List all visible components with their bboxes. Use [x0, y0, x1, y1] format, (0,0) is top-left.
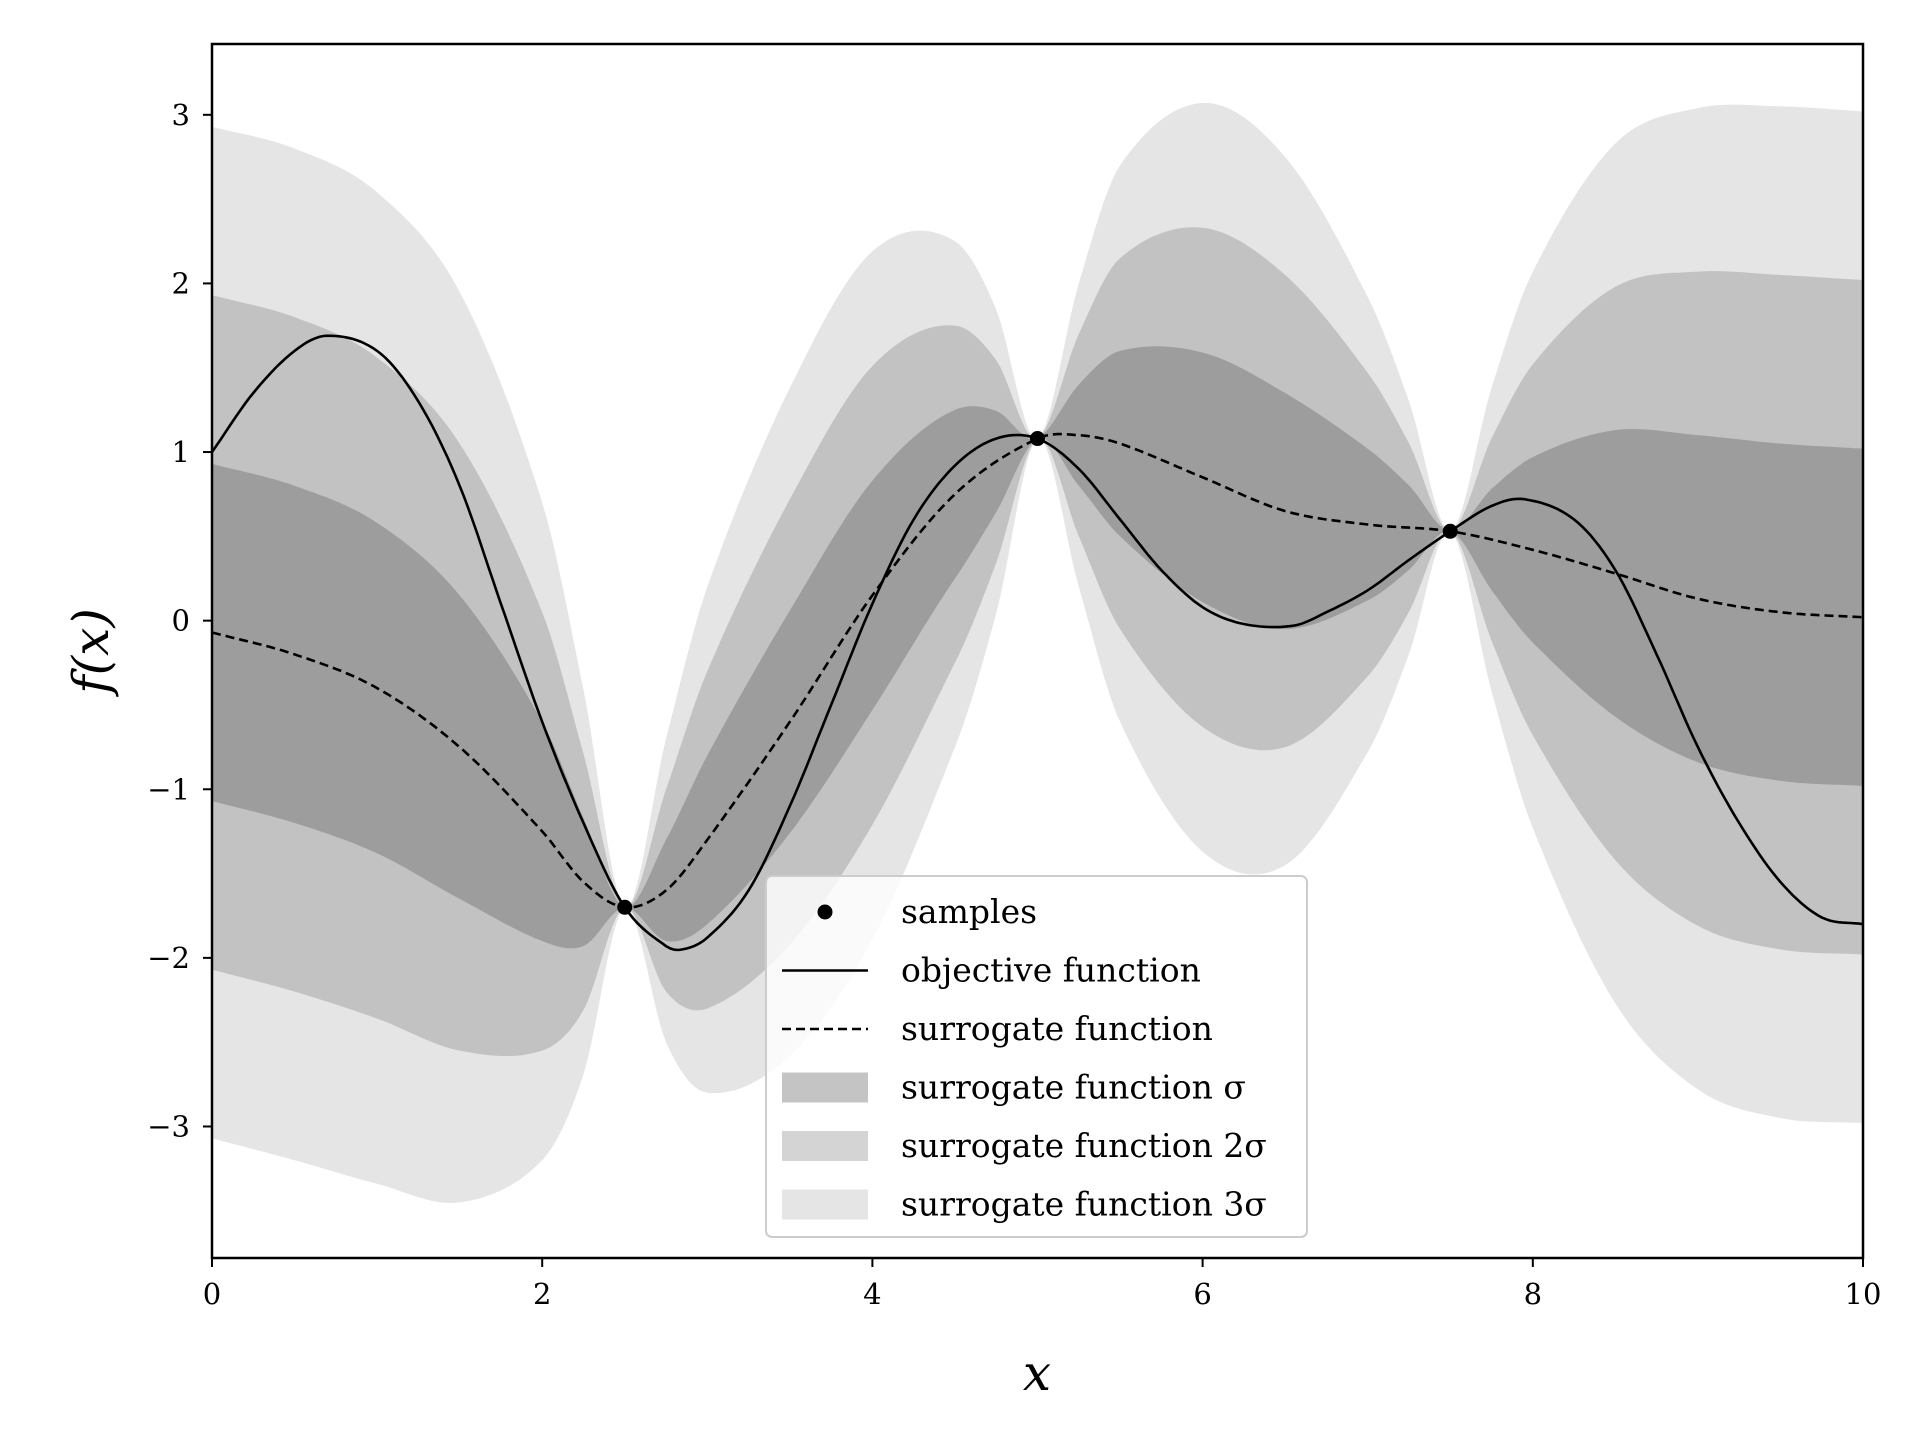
- x-tick-label: 0: [203, 1277, 221, 1311]
- plot-frame: [210, 42, 1865, 1260]
- sample-points: [617, 431, 1458, 915]
- x-tick-label: 4: [863, 1277, 881, 1311]
- legend-frame: [765, 875, 1308, 1238]
- y-tick-label: 2: [172, 266, 190, 300]
- legend-marker-icon: [817, 904, 833, 920]
- y-tick-label: −1: [147, 772, 190, 806]
- y-tick-label: 1: [172, 435, 190, 469]
- surrogate-function-line: [211, 432, 1864, 909]
- x-axis-ticks: 0 2 4 6 8 10: [203, 1258, 1882, 1311]
- legend-label: surrogate function 2σ: [901, 1126, 1267, 1165]
- x-tick-label: 6: [1193, 1277, 1211, 1311]
- y-axis-label: f(x): [62, 608, 120, 698]
- legend-label: surrogate function σ: [901, 1068, 1246, 1107]
- x-axis-label: x: [1023, 1344, 1051, 1402]
- y-tick-label: 0: [172, 604, 190, 638]
- y-tick-label: 3: [172, 98, 190, 132]
- x-tick-label: 10: [1845, 1277, 1882, 1311]
- confidence-bands: [212, 103, 1863, 1203]
- x-tick-label: 8: [1524, 1277, 1542, 1311]
- legend-label: objective function: [901, 951, 1201, 990]
- legend-label: surrogate function: [901, 1009, 1213, 1048]
- legend-label: surrogate function 3σ: [901, 1185, 1267, 1224]
- y-tick-label: −2: [147, 941, 190, 975]
- y-axis-ticks: −3 −2 −1 0 1 2 3: [147, 98, 212, 1143]
- sample-point: [1030, 431, 1045, 447]
- legend-patch-icon: [782, 1131, 868, 1161]
- legend-label: samples: [901, 892, 1037, 931]
- legend-patch-icon: [782, 1189, 868, 1220]
- legend-patch-icon: [782, 1072, 868, 1103]
- x-tick-label: 2: [533, 1277, 551, 1311]
- y-tick-label: −3: [147, 1109, 190, 1143]
- sample-point: [1442, 523, 1458, 539]
- legend: samples objective function surrogate funct…: [765, 875, 1308, 1238]
- sample-point: [617, 899, 633, 915]
